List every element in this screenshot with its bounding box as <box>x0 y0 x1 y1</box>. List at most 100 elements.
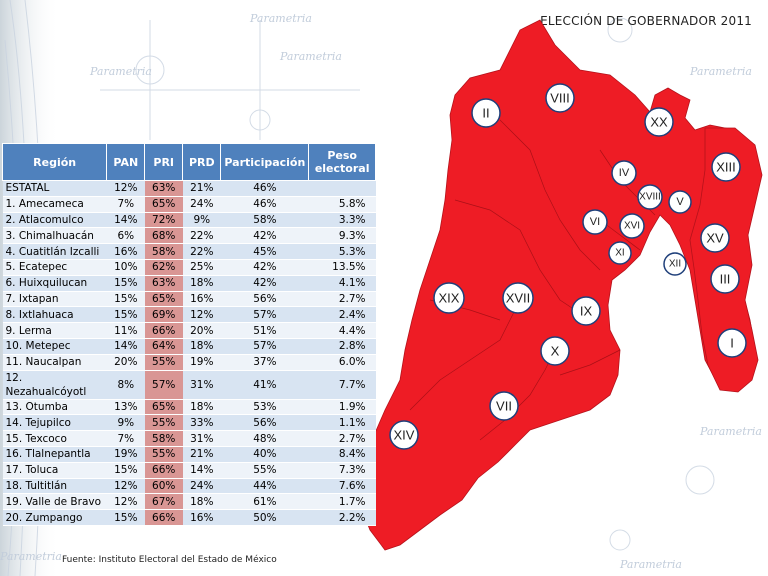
table-header-row: Región PAN PRI PRD Participación Peso el… <box>1 143 376 181</box>
cell-pri: 58% <box>144 430 183 447</box>
cell-peso-electoral: 2.4% <box>308 306 376 324</box>
table-row: 2. Atlacomulco 14% 72% 9% 58% 3.3% <box>2 212 376 229</box>
table-row: 16. Tlalnepantla 19% 55% 21% 40% 8.4% <box>2 446 376 463</box>
cell-pan: 15% <box>106 306 145 324</box>
table-row: ESTATAL 12% 63% 21% 46% <box>2 180 376 197</box>
table-row: 10. Metepec 14% 64% 18% 57% 2.8% <box>2 338 376 355</box>
region-marker-iv[interactable]: IV <box>611 160 637 186</box>
cell-peso-electoral: 1.1% <box>308 414 376 432</box>
region-marker-xvii[interactable]: XVII <box>502 282 534 314</box>
cell-pri: 66% <box>144 322 183 339</box>
cell-peso-electoral: 7.7% <box>308 370 376 400</box>
cell-pri: 69% <box>144 306 183 324</box>
cell-peso-electoral: 5.8% <box>308 196 376 213</box>
region-marker-v[interactable]: V <box>668 190 692 214</box>
cell-peso-electoral: 9.3% <box>308 227 376 245</box>
cell-peso-electoral: 7.3% <box>308 462 376 479</box>
table-body: ESTATAL 12% 63% 21% 46% 1. Amecameca 7% 65% 24% 4… <box>2 180 376 526</box>
region-label: IV <box>619 167 630 179</box>
region-marker-viii[interactable]: VIII <box>545 83 575 113</box>
table-row: 13. Otumba 13% 65% 18% 53% 1.9% <box>2 399 376 416</box>
cell-pan: 14% <box>106 212 145 229</box>
region-marker-iii[interactable]: III <box>710 264 740 294</box>
cell-participacion: 40% <box>220 446 309 463</box>
cell-pri: 66% <box>144 509 183 526</box>
cell-pan: 15% <box>106 275 145 292</box>
cell-pan: 19% <box>106 446 145 463</box>
cell-peso-electoral <box>308 180 376 197</box>
watermark-text-5: Parametria <box>699 425 762 438</box>
region-marker-i[interactable]: I <box>717 328 747 358</box>
region-label: XIV <box>394 428 415 443</box>
region-marker-xii[interactable]: XII <box>663 252 687 276</box>
cell-prd: 16% <box>182 509 221 526</box>
region-marker-xix[interactable]: XIX <box>433 282 465 314</box>
table-row: 20. Zumpango 15% 66% 16% 50% 2.2% <box>2 509 376 526</box>
cell-pan: 12% <box>106 478 145 495</box>
cell-region: 17. Toluca <box>2 462 107 479</box>
cell-participacion: 45% <box>220 243 309 260</box>
table-row: 1. Amecameca 7% 65% 24% 46% 5.8% <box>2 196 376 213</box>
region-marker-xi[interactable]: XI <box>608 241 632 265</box>
region-marker-xviii[interactable]: XVIII <box>637 184 663 210</box>
cell-region: 12. Nezahualcóyotl <box>2 370 107 400</box>
region-marker-xv[interactable]: XV <box>700 223 730 253</box>
cell-region: 10. Metepec <box>2 338 107 355</box>
region-label: II <box>482 106 489 121</box>
cell-peso-electoral: 4.4% <box>308 322 376 339</box>
table-row: 8. Ixtlahuaca 15% 69% 12% 57% 2.4% <box>2 306 376 324</box>
table-row: 9. Lerma 11% 66% 20% 51% 4.4% <box>2 322 376 339</box>
region-marker-xiii[interactable]: XIII <box>711 152 741 182</box>
watermark-text-7: Parametria <box>619 558 682 571</box>
cell-pri: 63% <box>144 180 183 197</box>
cell-peso-electoral: 2.7% <box>308 291 376 308</box>
cell-pan: 7% <box>106 430 145 447</box>
header-pan: PAN <box>106 143 146 181</box>
cell-pri: 57% <box>144 370 183 400</box>
cell-pri: 67% <box>144 493 183 511</box>
table-row: 18. Tultitlán 12% 60% 24% 44% 7.6% <box>2 478 376 495</box>
cell-prd: 24% <box>182 196 221 213</box>
region-label: XIX <box>439 291 460 306</box>
table-row: 7. Ixtapan 15% 65% 16% 56% 2.7% <box>2 291 376 308</box>
table-row: 14. Tejupilco 9% 55% 33% 56% 1.1% <box>2 414 376 432</box>
cell-region: 8. Ixtlahuaca <box>2 306 107 324</box>
cell-pan: 8% <box>106 370 145 400</box>
cell-peso-electoral: 8.4% <box>308 446 376 463</box>
cell-pri: 63% <box>144 275 183 292</box>
cell-prd: 9% <box>182 212 221 229</box>
region-marker-ix[interactable]: IX <box>571 296 601 326</box>
watermark-text-2: Parametria <box>89 65 152 78</box>
cell-pri: 72% <box>144 212 183 229</box>
cell-prd: 16% <box>182 291 221 308</box>
cell-participacion: 46% <box>220 180 309 197</box>
header-pri: PRI <box>144 143 184 181</box>
region-marker-x[interactable]: X <box>540 336 570 366</box>
cell-pan: 12% <box>106 180 145 197</box>
cell-participacion: 53% <box>220 399 309 416</box>
cell-prd: 31% <box>182 430 221 447</box>
cell-participacion: 57% <box>220 338 309 355</box>
region-marker-xiv[interactable]: XIV <box>389 420 419 450</box>
cell-pri: 65% <box>144 399 183 416</box>
table-row: 3. Chimalhuacán 6% 68% 22% 42% 9.3% <box>2 227 376 245</box>
region-marker-xvi[interactable]: XVI <box>619 213 645 239</box>
cell-participacion: 50% <box>220 509 309 526</box>
cell-region: 13. Otumba <box>2 399 107 416</box>
cell-prd: 12% <box>182 306 221 324</box>
cell-prd: 20% <box>182 322 221 339</box>
region-marker-vii[interactable]: VII <box>489 391 519 421</box>
cell-pri: 68% <box>144 227 183 245</box>
table-row: 17. Toluca 15% 66% 14% 55% 7.3% <box>2 462 376 479</box>
region-marker-xx[interactable]: XX <box>644 107 674 137</box>
cell-pan: 15% <box>106 462 145 479</box>
cell-peso-electoral: 5.3% <box>308 243 376 260</box>
region-label: III <box>720 272 731 287</box>
cell-region: 14. Tejupilco <box>2 414 107 432</box>
region-marker-ii[interactable]: II <box>471 98 501 128</box>
cell-pan: 16% <box>106 243 145 260</box>
region-label: V <box>676 196 684 208</box>
region-label: VIII <box>550 91 570 106</box>
region-marker-vi[interactable]: VI <box>582 209 608 235</box>
